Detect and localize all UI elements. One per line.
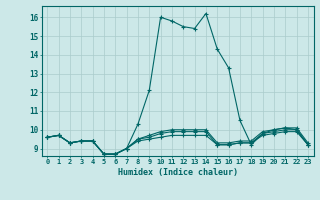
X-axis label: Humidex (Indice chaleur): Humidex (Indice chaleur): [118, 168, 237, 177]
